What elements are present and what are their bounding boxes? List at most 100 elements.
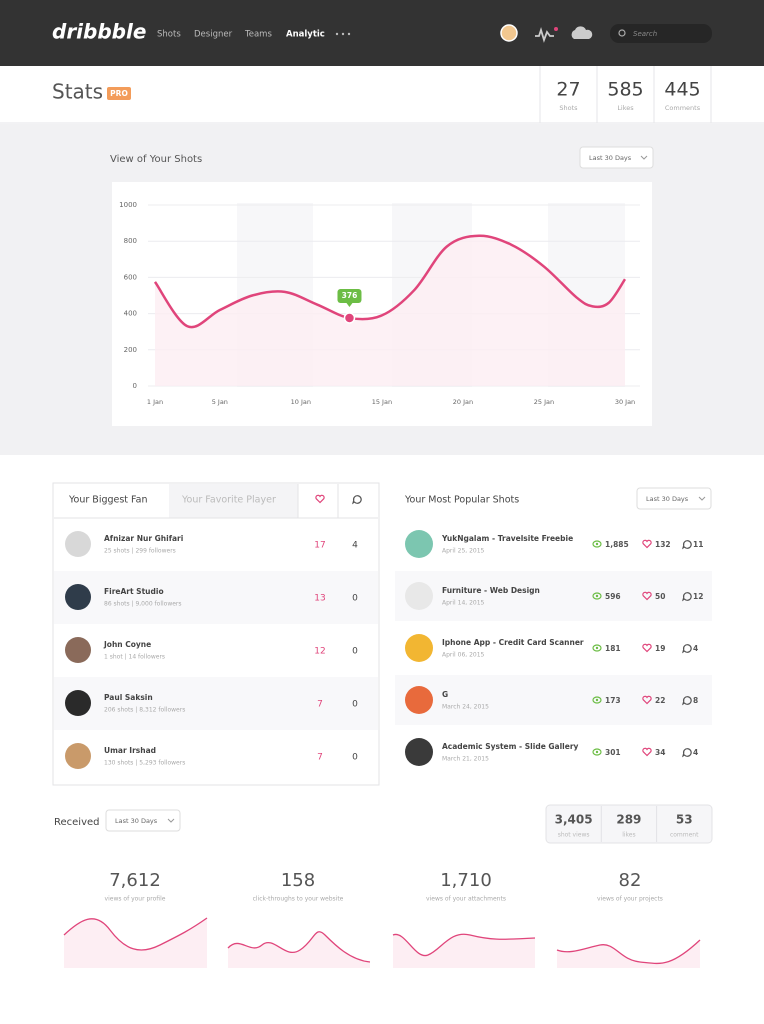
- line: [153, 234, 627, 329]
- shot-views: 173: [605, 696, 621, 705]
- fan-name[interactable]: John Coyne: [103, 640, 151, 649]
- fan-comments: 0: [352, 647, 358, 657]
- logo: dribbble: [52, 20, 146, 44]
- shot-thumb[interactable]: [405, 582, 433, 610]
- eye-icon: [592, 748, 602, 756]
- range-dropdown[interactable]: [636, 487, 712, 510]
- row-bg: [54, 677, 378, 730]
- pro-badge-text: PRO: [110, 89, 128, 98]
- shot-views: 301: [605, 748, 621, 757]
- fan-meta: 206 shots | 8,312 followers: [104, 707, 185, 714]
- tab-inactive-text[interactable]: Your Favorite Player: [181, 495, 276, 506]
- shot-title[interactable]: G: [442, 690, 448, 699]
- user-avatar[interactable]: [500, 24, 518, 42]
- range-dropdown[interactable]: [579, 146, 654, 169]
- card-value: 82: [619, 870, 642, 891]
- total-value: 289: [616, 813, 641, 827]
- shot-comments: 12: [693, 592, 703, 601]
- row-bg: [395, 675, 712, 725]
- shot-views: 181: [605, 644, 621, 653]
- fan-name[interactable]: Afnizar Nur Ghifari: [104, 534, 183, 543]
- shot-title[interactable]: Iphone App - Credit Card Scanner: [442, 638, 584, 647]
- activity-icon[interactable]: [535, 27, 554, 43]
- total-label: comment: [670, 832, 699, 839]
- tab-inactive[interactable]: [169, 484, 298, 518]
- comment-icon: [681, 696, 692, 706]
- nav-link[interactable]: Shots: [157, 30, 181, 40]
- range-dropdown-text: Last 30 Days: [646, 495, 689, 503]
- shot-likes: 34: [655, 748, 665, 757]
- fan-avatar: [65, 531, 91, 557]
- shot-thumb[interactable]: [405, 530, 433, 558]
- row-bg: [395, 571, 712, 621]
- stat-label: Shots: [559, 104, 578, 112]
- stat-value: 585: [607, 79, 643, 101]
- search-box[interactable]: [610, 24, 712, 43]
- fan-comments: 0: [352, 700, 358, 710]
- eye-icon: [592, 644, 602, 652]
- shot-title[interactable]: Furniture - Web Design: [442, 586, 540, 595]
- shot-thumb[interactable]: [405, 686, 433, 714]
- chart-title: View of Your Shots: [110, 154, 202, 165]
- shot-likes: 132: [655, 540, 671, 549]
- sparkline-area: [64, 918, 207, 968]
- fan-name[interactable]: Umar Irshad: [104, 746, 156, 755]
- heart-icon: [642, 747, 652, 757]
- more-dot[interactable]: [347, 32, 351, 36]
- range-dropdown[interactable]: [105, 809, 181, 832]
- shot-title[interactable]: YukNgalam - Travelsite Freebie: [441, 534, 573, 543]
- sparkline-area: [393, 934, 535, 968]
- nav-link[interactable]: Designer: [194, 30, 233, 40]
- x-tick-label: 1 Jan: [147, 398, 163, 406]
- page-title: Stats: [52, 80, 103, 104]
- fan-avatar: [65, 743, 91, 769]
- shot-thumb[interactable]: [405, 738, 433, 766]
- shot-thumb[interactable]: [405, 634, 433, 662]
- fan-comments: 0: [352, 594, 358, 604]
- dropdown-chevron: [167, 818, 175, 823]
- nav-link[interactable]: Analytic: [286, 30, 325, 40]
- shot-title[interactable]: Academic System - Slide Gallery: [442, 742, 579, 751]
- search-placeholder: Search: [633, 30, 657, 38]
- more-dot[interactable]: [341, 32, 345, 36]
- shot-comments: 8: [693, 696, 698, 705]
- tooltip-tail: [346, 302, 353, 307]
- line-area: [155, 235, 625, 386]
- upload-icon[interactable]: [571, 26, 593, 39]
- y-tick-label: 600: [124, 273, 137, 281]
- eye-icon: [592, 696, 602, 704]
- eye-pupil: [595, 646, 599, 650]
- card-label: click-throughs to your website: [253, 896, 344, 903]
- card-label: views of your profile: [105, 896, 166, 903]
- sparkline-area: [228, 931, 370, 968]
- eye-pupil: [595, 698, 599, 702]
- row-bg: [54, 571, 378, 624]
- card-label: views of your projects: [597, 896, 663, 903]
- pro-badge: [107, 87, 131, 100]
- fan-name[interactable]: Paul Saksin: [104, 693, 153, 702]
- card-value: 1,710: [440, 870, 492, 891]
- fan-name[interactable]: FireArt Studio: [104, 587, 164, 596]
- sparkline-area: [557, 940, 700, 968]
- fan-comments: 4: [352, 541, 358, 551]
- nav-link[interactable]: Teams: [244, 30, 272, 40]
- total-value: 3,405: [555, 813, 593, 827]
- fan-meta: 25 shots | 299 followers: [104, 548, 176, 555]
- sparkline: [392, 933, 536, 957]
- x-tick-label: 10 Jan: [291, 398, 311, 406]
- y-tick-label: 200: [124, 346, 137, 354]
- tab-active[interactable]: Your Biggest Fan: [68, 495, 148, 506]
- total-label: shot views: [558, 832, 590, 839]
- fan-likes: 7: [317, 753, 323, 763]
- x-tick-label: 20 Jan: [453, 398, 473, 406]
- fan-meta: 130 shots | 5,293 followers: [104, 760, 185, 767]
- more-dot[interactable]: [335, 32, 339, 36]
- eye-icon: [592, 540, 602, 548]
- stat-value: 27: [556, 79, 580, 101]
- comment-icon: [681, 540, 692, 550]
- eye-pupil: [595, 542, 599, 546]
- shot-date: April 06, 2015: [442, 652, 485, 659]
- stat-value: 445: [664, 79, 700, 101]
- y-tick-label: 0: [133, 382, 137, 390]
